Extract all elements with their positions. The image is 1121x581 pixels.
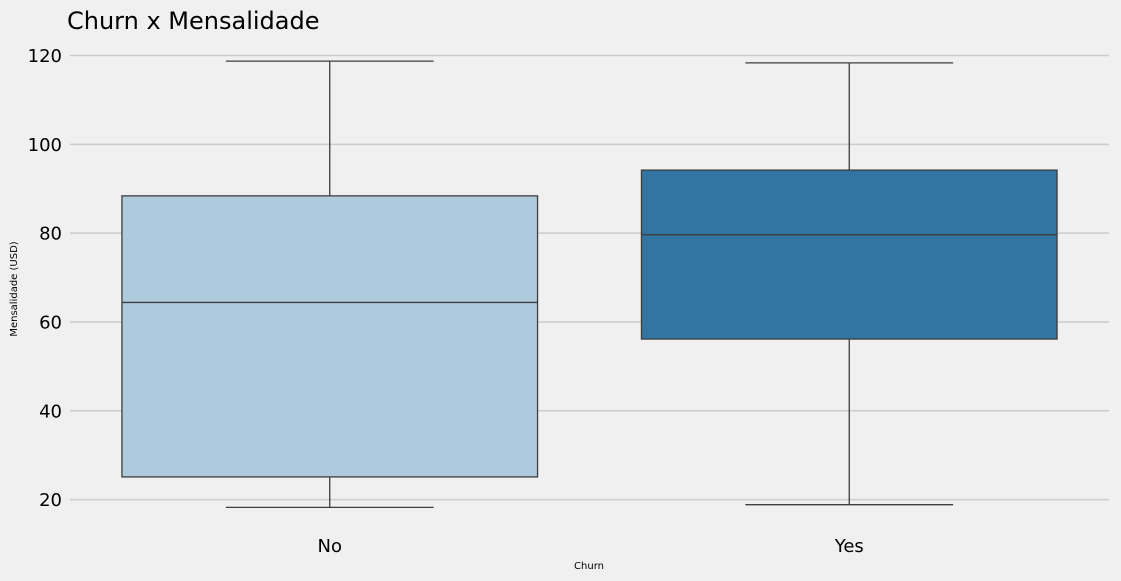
x-axis-label: Churn bbox=[574, 561, 604, 572]
x-tick-labels: No Yes bbox=[318, 536, 864, 557]
y-tick-label: 80 bbox=[39, 224, 62, 245]
box-yes bbox=[640, 62, 1058, 506]
iqr-box bbox=[121, 195, 539, 478]
y-tick-label: 40 bbox=[39, 401, 62, 422]
y-tick-label: 100 bbox=[28, 135, 62, 156]
box-no bbox=[121, 60, 539, 508]
y-tick-label: 120 bbox=[28, 46, 62, 67]
y-tick-label: 60 bbox=[39, 312, 62, 333]
x-tick-label: No bbox=[318, 536, 342, 557]
chart-title: Churn x Mensalidade bbox=[67, 7, 319, 35]
y-tick-labels: 20 40 60 80 100 120 bbox=[28, 46, 62, 511]
y-axis-label: Mensalidade (USD) bbox=[9, 241, 20, 336]
y-tick-label: 20 bbox=[39, 490, 62, 511]
iqr-box bbox=[640, 169, 1058, 340]
x-tick-label: Yes bbox=[834, 536, 864, 557]
box-series bbox=[121, 60, 1058, 508]
